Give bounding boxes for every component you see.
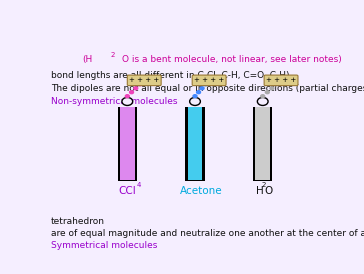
Ellipse shape — [190, 98, 200, 105]
Text: are of equal magnitude and neutralize one another at the center of a: are of equal magnitude and neutralize on… — [51, 229, 364, 238]
Circle shape — [279, 79, 283, 82]
Circle shape — [270, 87, 274, 90]
Text: Symmetrical molecules: Symmetrical molecules — [51, 241, 161, 250]
Text: + + + +: + + + + — [266, 77, 296, 83]
FancyBboxPatch shape — [256, 107, 270, 179]
Circle shape — [274, 83, 278, 86]
Text: bond lengths are all different in C-Cl, C-H, C=O, C-H): bond lengths are all different in C-Cl, … — [51, 71, 290, 80]
Text: Acetone: Acetone — [179, 186, 222, 196]
Circle shape — [193, 95, 197, 98]
Ellipse shape — [122, 98, 132, 105]
Text: 2: 2 — [261, 182, 265, 188]
FancyBboxPatch shape — [127, 75, 161, 85]
Text: H: H — [256, 186, 264, 196]
Text: Non-symmetrical molecules: Non-symmetrical molecules — [51, 97, 181, 106]
Ellipse shape — [257, 98, 268, 105]
Text: + + + +: + + + + — [194, 77, 224, 83]
Circle shape — [197, 91, 201, 94]
FancyBboxPatch shape — [185, 107, 205, 181]
FancyBboxPatch shape — [120, 107, 135, 179]
Circle shape — [134, 87, 138, 90]
Circle shape — [130, 91, 134, 94]
Circle shape — [265, 91, 269, 94]
Circle shape — [142, 79, 146, 82]
Text: The dipoles are not all equal or in opposite directions (partial charges and: The dipoles are not all equal or in oppo… — [51, 84, 364, 93]
Text: 4: 4 — [136, 182, 141, 188]
Text: O is a bent molecule, not linear, see later notes): O is a bent molecule, not linear, see la… — [122, 55, 341, 64]
Text: tetrahedron: tetrahedron — [51, 217, 105, 226]
Circle shape — [125, 95, 129, 98]
Circle shape — [261, 95, 265, 98]
Circle shape — [138, 83, 142, 86]
Circle shape — [207, 79, 211, 82]
Circle shape — [200, 87, 204, 90]
Circle shape — [203, 83, 207, 86]
Text: O: O — [264, 186, 273, 196]
Text: 2: 2 — [111, 52, 115, 58]
Text: + + + +: + + + + — [129, 77, 159, 83]
FancyBboxPatch shape — [188, 107, 202, 179]
Text: (H: (H — [82, 55, 92, 64]
FancyBboxPatch shape — [192, 75, 226, 85]
FancyBboxPatch shape — [253, 107, 272, 181]
FancyBboxPatch shape — [264, 75, 298, 85]
FancyBboxPatch shape — [118, 107, 137, 181]
Text: CCl: CCl — [119, 186, 136, 196]
